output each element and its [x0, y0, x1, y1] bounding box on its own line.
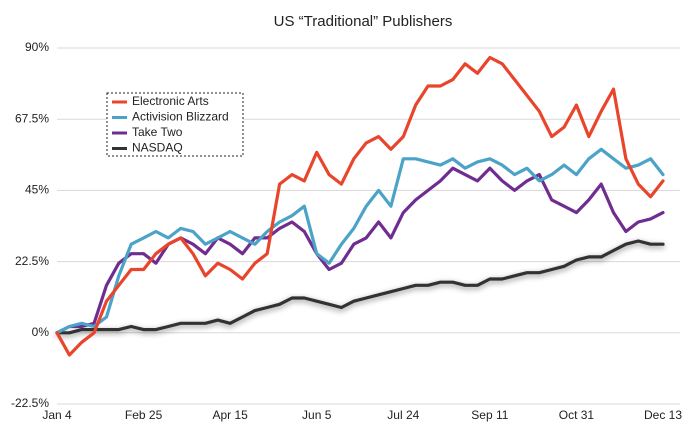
x-tick-label: Jul 24	[387, 408, 419, 422]
series-line	[55, 166, 665, 335]
legend-box	[106, 92, 244, 157]
y-tick-label: 0%	[32, 325, 50, 339]
series-line	[55, 55, 665, 357]
series-line	[55, 239, 665, 335]
x-tick-label: Apr 15	[212, 408, 248, 422]
x-tick-label: Jun 5	[302, 408, 332, 422]
legend-label: Take Two	[132, 125, 183, 139]
legend-label: Activision Blizzard	[132, 110, 229, 124]
chart-title: US “Traditional” Publishers	[274, 13, 453, 30]
legend-label: NASDAQ	[132, 141, 183, 155]
y-tick-label: 90%	[25, 40, 49, 54]
legend-label: Electronic Arts	[132, 94, 209, 108]
y-tick-label: 45%	[25, 183, 49, 197]
series-line	[55, 147, 665, 335]
x-tick-label: Oct 31	[559, 408, 595, 422]
x-tick-label: Jan 4	[42, 408, 72, 422]
y-tick-label: -22.5%	[11, 396, 49, 410]
x-tick-label: Dec 13	[644, 408, 682, 422]
y-tick-label: 22.5%	[15, 254, 49, 268]
y-tick-label: 67.5%	[15, 111, 49, 125]
x-tick-label: Feb 25	[125, 408, 163, 422]
x-tick-label: Sep 11	[471, 408, 508, 422]
